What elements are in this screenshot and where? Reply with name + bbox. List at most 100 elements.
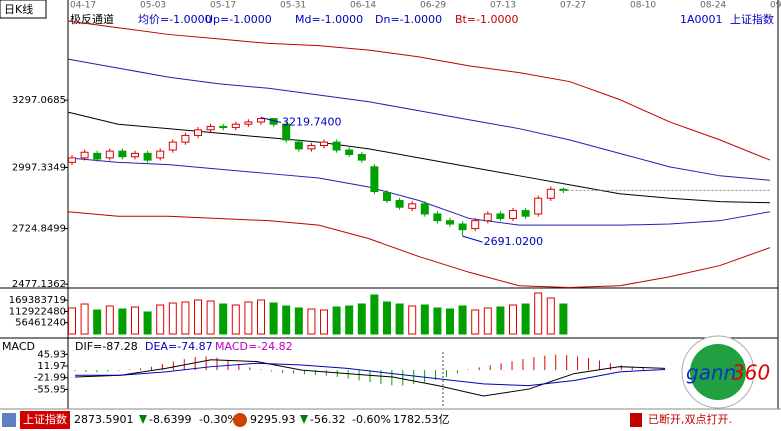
volume-bar <box>320 309 328 335</box>
name: 上证指数 <box>730 12 774 26</box>
y-tick-label: 45.93 <box>37 349 66 360</box>
date-label: 06-29 <box>420 1 446 11</box>
date-label: 07-13 <box>490 1 516 11</box>
y-tick-label: 2997.3349 <box>12 162 66 173</box>
band-line <box>67 157 771 226</box>
volume-bar <box>420 304 429 335</box>
volume-bar <box>370 294 379 335</box>
change: -8.6399 <box>149 413 191 426</box>
candle-body <box>231 123 240 129</box>
y-tick-label: 11.97 <box>37 361 66 372</box>
annotation: 3219.7400 <box>282 116 342 129</box>
volume-bar <box>269 302 278 335</box>
candle-body <box>307 145 316 150</box>
candle-body <box>370 166 379 193</box>
volume-bar <box>282 305 291 335</box>
band-line <box>67 111 771 204</box>
volume-bar <box>446 308 454 335</box>
volume-bar <box>80 303 89 335</box>
y-tick-label: 2477.1362 <box>12 279 66 290</box>
y-tick-label: 56461240 <box>15 318 66 329</box>
volume-bar <box>143 311 152 335</box>
candle-body <box>282 123 291 141</box>
date-label: 05-31 <box>280 1 306 11</box>
pct: -0.30% <box>199 413 238 426</box>
volume-bar <box>395 303 404 335</box>
volume-bar <box>383 301 391 335</box>
candle-body <box>143 152 152 161</box>
dif-line <box>74 359 666 397</box>
volume-bar <box>231 304 240 335</box>
volume-bar <box>509 304 517 335</box>
band-line <box>67 20 771 161</box>
period[interactable]: 日K线 <box>4 2 33 16</box>
date-label: 05-03 <box>140 1 166 11</box>
price: 2873.5901 <box>74 413 134 426</box>
band-line <box>67 58 771 181</box>
icon[interactable] <box>2 413 16 427</box>
y-tick-label: -55.95 <box>34 384 66 395</box>
candle-body <box>181 134 190 143</box>
volume-bar <box>257 299 265 335</box>
volume-bar <box>345 305 354 335</box>
candle-body <box>80 151 89 159</box>
candle-body <box>68 157 76 163</box>
period-box[interactable] <box>0 0 47 19</box>
candle-body <box>105 150 114 159</box>
value: 9295.93 <box>250 413 296 426</box>
pct: -0.60% <box>352 413 391 426</box>
volume-bar <box>118 308 127 335</box>
index-box[interactable] <box>20 411 70 429</box>
amount: 1782.53亿 <box>393 413 450 426</box>
icon <box>630 413 642 427</box>
candle-body <box>206 125 215 131</box>
date-label: 04-17 <box>70 1 96 11</box>
index-name[interactable]: 上证指数 <box>23 412 67 426</box>
volume-bar <box>244 301 253 335</box>
candle-body <box>496 213 505 219</box>
candle-body <box>433 213 442 222</box>
candle-body <box>483 213 492 222</box>
date-label: 07-27 <box>560 1 586 11</box>
volume-bar <box>93 309 102 335</box>
volume-bar <box>194 299 202 335</box>
volume-bar <box>534 292 543 335</box>
annotation-line <box>260 117 282 124</box>
candle-body <box>458 223 467 231</box>
candle-body <box>408 203 417 209</box>
message[interactable]: 已断开,双点打开. <box>648 412 732 426</box>
volume-bar <box>408 305 417 335</box>
volume-bar <box>496 306 505 335</box>
volume-bar <box>168 302 177 335</box>
code: 1A0001 <box>680 13 723 26</box>
volume-bar <box>433 307 442 335</box>
volume-bar <box>294 307 303 335</box>
candle-body <box>471 220 480 230</box>
y-tick-label: -21.99 <box>34 373 66 384</box>
volume-bar <box>521 303 530 335</box>
candle-body <box>446 220 454 225</box>
candle-body <box>509 210 517 219</box>
y-tick-label: 3297.0685 <box>12 95 66 106</box>
y-tick-label: 112922480 <box>9 306 66 317</box>
date-label: 05-17 <box>210 1 236 11</box>
volume-bar <box>559 303 568 335</box>
dea-line <box>75 362 666 387</box>
candle-body <box>131 152 139 158</box>
candle-body <box>244 121 253 125</box>
volume-bar <box>332 306 341 335</box>
volume-bar <box>307 308 316 335</box>
param: Dn=-1.0000 <box>375 13 442 26</box>
volume-bar <box>105 305 114 335</box>
volume-bar <box>181 301 190 335</box>
change: -56.32 <box>310 413 345 426</box>
candle-body <box>395 199 404 208</box>
volume-bar <box>357 303 366 335</box>
candle-body <box>332 141 341 151</box>
candle-body <box>357 153 366 161</box>
down-arrow <box>300 415 308 424</box>
volume-bar <box>131 306 139 335</box>
band-line <box>67 211 771 289</box>
